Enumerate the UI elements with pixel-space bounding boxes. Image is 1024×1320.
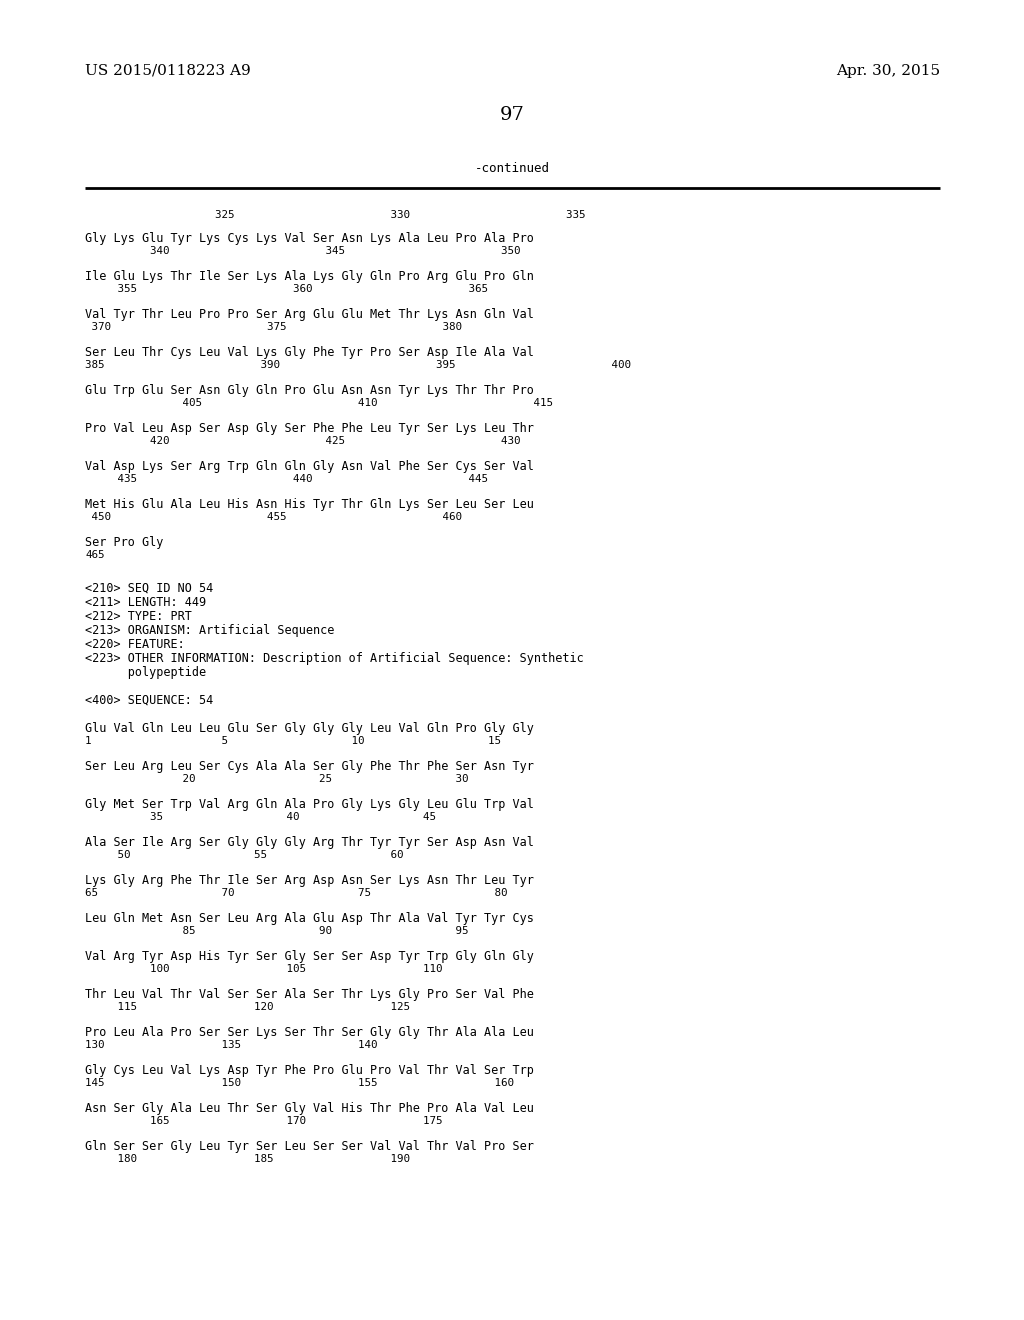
Text: Thr Leu Val Thr Val Ser Ser Ala Ser Thr Lys Gly Pro Ser Val Phe: Thr Leu Val Thr Val Ser Ser Ala Ser Thr … [85,987,534,1001]
Text: <210> SEQ ID NO 54: <210> SEQ ID NO 54 [85,582,213,595]
Text: 355                        360                        365: 355 360 365 [85,284,488,294]
Text: <223> OTHER INFORMATION: Description of Artificial Sequence: Synthetic: <223> OTHER INFORMATION: Description of … [85,652,584,665]
Text: 340                        345                        350: 340 345 350 [85,246,520,256]
Text: <213> ORGANISM: Artificial Sequence: <213> ORGANISM: Artificial Sequence [85,624,335,638]
Text: 165                  170                  175: 165 170 175 [85,1115,442,1126]
Text: <400> SEQUENCE: 54: <400> SEQUENCE: 54 [85,694,213,708]
Text: 435                        440                        445: 435 440 445 [85,474,488,484]
Text: Val Tyr Thr Leu Pro Pro Ser Arg Glu Glu Met Thr Lys Asn Gln Val: Val Tyr Thr Leu Pro Pro Ser Arg Glu Glu … [85,308,534,321]
Text: Apr. 30, 2015: Apr. 30, 2015 [836,63,940,78]
Text: 405                        410                        415: 405 410 415 [85,399,553,408]
Text: 370                        375                        380: 370 375 380 [85,322,462,333]
Text: Val Arg Tyr Asp His Tyr Ser Gly Ser Ser Asp Tyr Trp Gly Gln Gly: Val Arg Tyr Asp His Tyr Ser Gly Ser Ser … [85,950,534,964]
Text: 65                   70                   75                   80: 65 70 75 80 [85,888,508,898]
Text: 450                        455                        460: 450 455 460 [85,512,462,521]
Text: Glu Val Gln Leu Leu Glu Ser Gly Gly Gly Leu Val Gln Pro Gly Gly: Glu Val Gln Leu Leu Glu Ser Gly Gly Gly … [85,722,534,735]
Text: 100                  105                  110: 100 105 110 [85,964,442,974]
Text: Ser Pro Gly: Ser Pro Gly [85,536,164,549]
Text: <220> FEATURE:: <220> FEATURE: [85,638,184,651]
Text: Lys Gly Arg Phe Thr Ile Ser Arg Asp Asn Ser Lys Asn Thr Leu Tyr: Lys Gly Arg Phe Thr Ile Ser Arg Asp Asn … [85,874,534,887]
Text: Glu Trp Glu Ser Asn Gly Gln Pro Glu Asn Asn Tyr Lys Thr Thr Pro: Glu Trp Glu Ser Asn Gly Gln Pro Glu Asn … [85,384,534,397]
Text: Gly Lys Glu Tyr Lys Cys Lys Val Ser Asn Lys Ala Leu Pro Ala Pro: Gly Lys Glu Tyr Lys Cys Lys Val Ser Asn … [85,232,534,246]
Text: Met His Glu Ala Leu His Asn His Tyr Thr Gln Lys Ser Leu Ser Leu: Met His Glu Ala Leu His Asn His Tyr Thr … [85,498,534,511]
Text: 420                        425                        430: 420 425 430 [85,436,520,446]
Text: 145                  150                  155                  160: 145 150 155 160 [85,1078,514,1088]
Text: Gly Cys Leu Val Lys Asp Tyr Phe Pro Glu Pro Val Thr Val Ser Trp: Gly Cys Leu Val Lys Asp Tyr Phe Pro Glu … [85,1064,534,1077]
Text: 325                        330                        335: 325 330 335 [85,210,586,220]
Text: US 2015/0118223 A9: US 2015/0118223 A9 [85,63,251,78]
Text: 35                   40                   45: 35 40 45 [85,812,436,822]
Text: 20                   25                   30: 20 25 30 [85,774,469,784]
Text: 465: 465 [85,550,104,560]
Text: Ser Leu Thr Cys Leu Val Lys Gly Phe Tyr Pro Ser Asp Ile Ala Val: Ser Leu Thr Cys Leu Val Lys Gly Phe Tyr … [85,346,534,359]
Text: Ile Glu Lys Thr Ile Ser Lys Ala Lys Gly Gln Pro Arg Glu Pro Gln: Ile Glu Lys Thr Ile Ser Lys Ala Lys Gly … [85,271,534,282]
Text: 115                  120                  125: 115 120 125 [85,1002,410,1012]
Text: <212> TYPE: PRT: <212> TYPE: PRT [85,610,191,623]
Text: Ser Leu Arg Leu Ser Cys Ala Ala Ser Gly Phe Thr Phe Ser Asn Tyr: Ser Leu Arg Leu Ser Cys Ala Ala Ser Gly … [85,760,534,774]
Text: 385                        390                        395                       : 385 390 395 [85,360,631,370]
Text: 97: 97 [500,106,524,124]
Text: 85                   90                   95: 85 90 95 [85,927,469,936]
Text: Leu Gln Met Asn Ser Leu Arg Ala Glu Asp Thr Ala Val Tyr Tyr Cys: Leu Gln Met Asn Ser Leu Arg Ala Glu Asp … [85,912,534,925]
Text: Pro Val Leu Asp Ser Asp Gly Ser Phe Phe Leu Tyr Ser Lys Leu Thr: Pro Val Leu Asp Ser Asp Gly Ser Phe Phe … [85,422,534,436]
Text: 130                  135                  140: 130 135 140 [85,1040,378,1049]
Text: Gln Ser Ser Gly Leu Tyr Ser Leu Ser Ser Val Val Thr Val Pro Ser: Gln Ser Ser Gly Leu Tyr Ser Leu Ser Ser … [85,1140,534,1152]
Text: 180                  185                  190: 180 185 190 [85,1154,410,1164]
Text: <211> LENGTH: 449: <211> LENGTH: 449 [85,597,206,609]
Text: 50                   55                   60: 50 55 60 [85,850,403,861]
Text: 1                    5                   10                   15: 1 5 10 15 [85,737,501,746]
Text: Val Asp Lys Ser Arg Trp Gln Gln Gly Asn Val Phe Ser Cys Ser Val: Val Asp Lys Ser Arg Trp Gln Gln Gly Asn … [85,459,534,473]
Text: Gly Met Ser Trp Val Arg Gln Ala Pro Gly Lys Gly Leu Glu Trp Val: Gly Met Ser Trp Val Arg Gln Ala Pro Gly … [85,799,534,810]
Text: Asn Ser Gly Ala Leu Thr Ser Gly Val His Thr Phe Pro Ala Val Leu: Asn Ser Gly Ala Leu Thr Ser Gly Val His … [85,1102,534,1115]
Text: -continued: -continued [474,162,550,176]
Text: Pro Leu Ala Pro Ser Ser Lys Ser Thr Ser Gly Gly Thr Ala Ala Leu: Pro Leu Ala Pro Ser Ser Lys Ser Thr Ser … [85,1026,534,1039]
Text: polypeptide: polypeptide [85,667,206,678]
Text: Ala Ser Ile Arg Ser Gly Gly Gly Arg Thr Tyr Tyr Ser Asp Asn Val: Ala Ser Ile Arg Ser Gly Gly Gly Arg Thr … [85,836,534,849]
